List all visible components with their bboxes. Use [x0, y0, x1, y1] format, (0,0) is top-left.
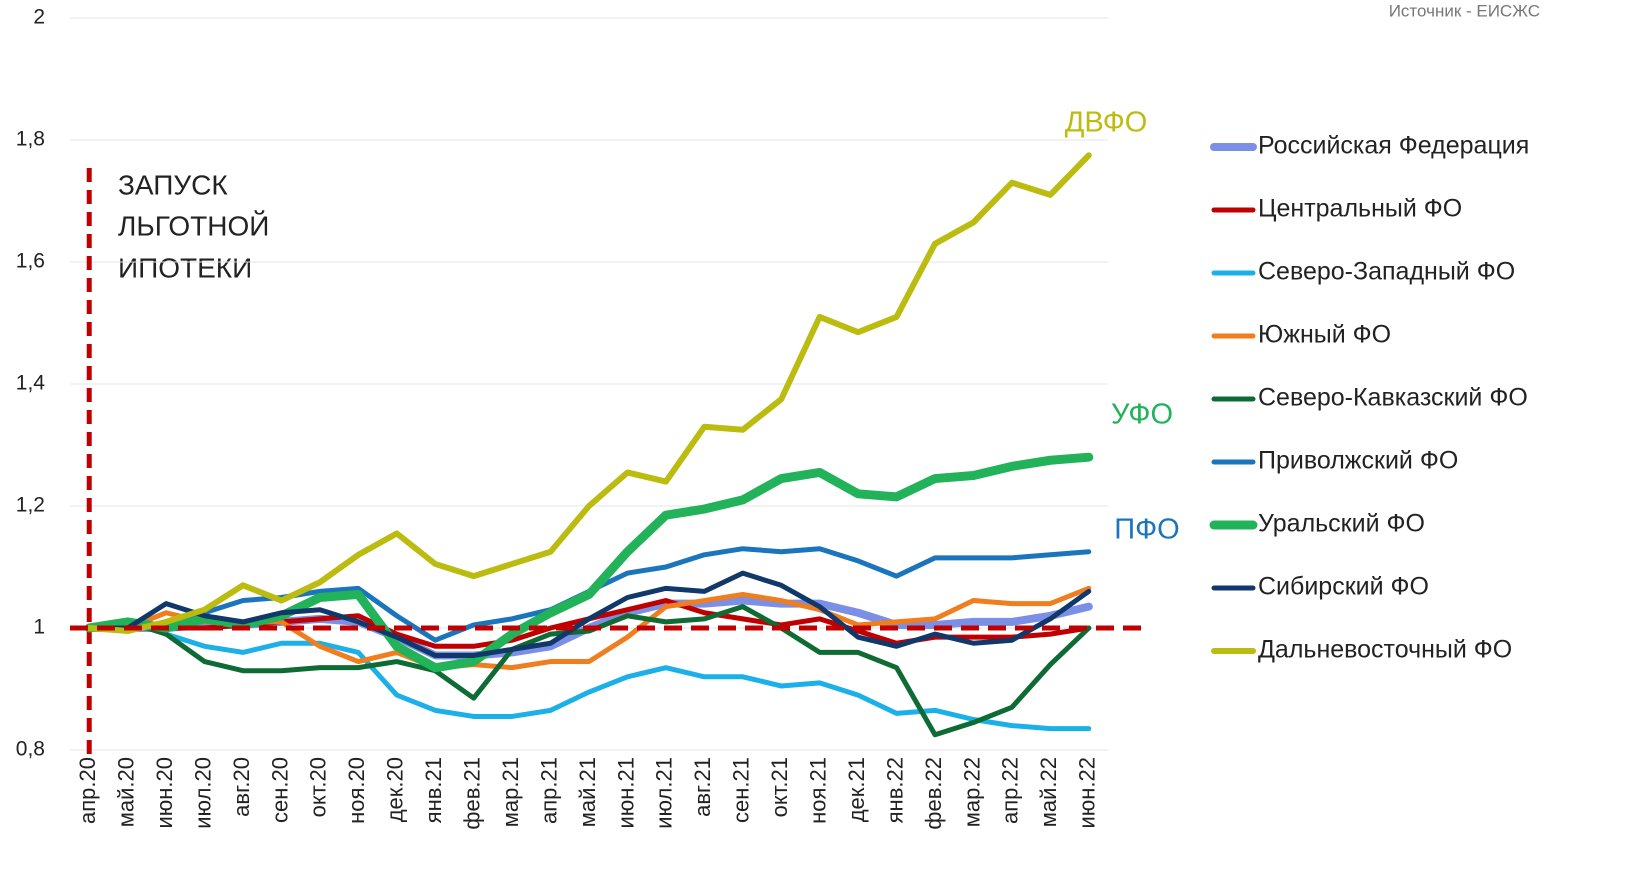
x-tick-label: апр.20: [75, 757, 100, 824]
x-tick-label: ноя.20: [344, 757, 369, 824]
x-tick-label: дек.20: [383, 757, 408, 822]
x-tick-label: ноя.21: [805, 757, 830, 824]
legend-label: Уральский ФО: [1258, 510, 1425, 538]
y-tick-label: 2: [33, 6, 45, 29]
legend-label: Приволжский ФО: [1258, 447, 1458, 475]
series-line: [86, 604, 1092, 738]
x-tick-label: июл.21: [652, 757, 677, 829]
x-tick-label: окт.21: [767, 757, 792, 817]
y-tick-label: 1,4: [16, 372, 46, 395]
annotation: ЛЬГОТНОЙ: [118, 210, 269, 241]
x-tick-label: июл.20: [190, 757, 215, 829]
x-tick-label: апр.21: [536, 757, 561, 824]
x-tick-label: мар.21: [498, 757, 523, 827]
x-tick-label: июн.20: [152, 757, 177, 829]
series-line: [86, 570, 1092, 658]
series-line: [86, 152, 1092, 635]
y-tick-label: 1,6: [16, 250, 45, 273]
x-tick-label: май.20: [113, 757, 138, 827]
annotation: ИПОТЕКИ: [118, 252, 252, 283]
y-tick-label: 1,8: [16, 128, 45, 151]
x-tick-label: сен.21: [729, 757, 754, 823]
legend-label: Северо-Кавказский ФО: [1258, 384, 1528, 412]
x-tick-label: май.22: [1036, 757, 1061, 827]
y-tick-label: 1,2: [16, 494, 45, 517]
x-tick-label: янв.22: [882, 757, 907, 823]
x-tick-label: окт.20: [306, 757, 331, 817]
x-tick-label: сен.20: [267, 757, 292, 823]
x-tick-label: июн.21: [613, 757, 638, 829]
x-tick-label: фев.21: [459, 757, 484, 830]
x-tick-label: июн.22: [1075, 757, 1100, 829]
legend-label: Южный ФО: [1258, 321, 1391, 349]
x-tick-label: май.21: [575, 757, 600, 827]
source: Источник - ЕИСЖС: [1389, 1, 1540, 20]
series-label: УФО: [1111, 399, 1173, 431]
annotation: ЗАПУСК: [118, 169, 228, 200]
legend-label: Северо-Западный ФО: [1258, 258, 1515, 286]
x-tick-label: янв.21: [421, 757, 446, 823]
series-label: ПФО: [1114, 514, 1179, 546]
x-tick-label: апр.22: [998, 757, 1023, 824]
legend-label: Российская Федерация: [1258, 132, 1529, 160]
x-tick-label: авг.21: [690, 757, 715, 817]
x-tick-label: фев.22: [921, 757, 946, 830]
x-tick-label: дек.21: [844, 757, 869, 822]
legend-label: Сибирский ФО: [1258, 573, 1429, 601]
legend-label: Дальневосточный ФО: [1258, 636, 1512, 664]
series-line: [84, 452, 1094, 673]
x-tick-label: авг.20: [229, 757, 254, 817]
y-tick-label: 1: [33, 616, 45, 639]
series-label: ДВФО: [1065, 107, 1148, 139]
x-tick-label: мар.22: [959, 757, 984, 827]
legend-label: Центральный ФО: [1258, 195, 1462, 223]
y-tick-label: 0,8: [16, 738, 45, 761]
